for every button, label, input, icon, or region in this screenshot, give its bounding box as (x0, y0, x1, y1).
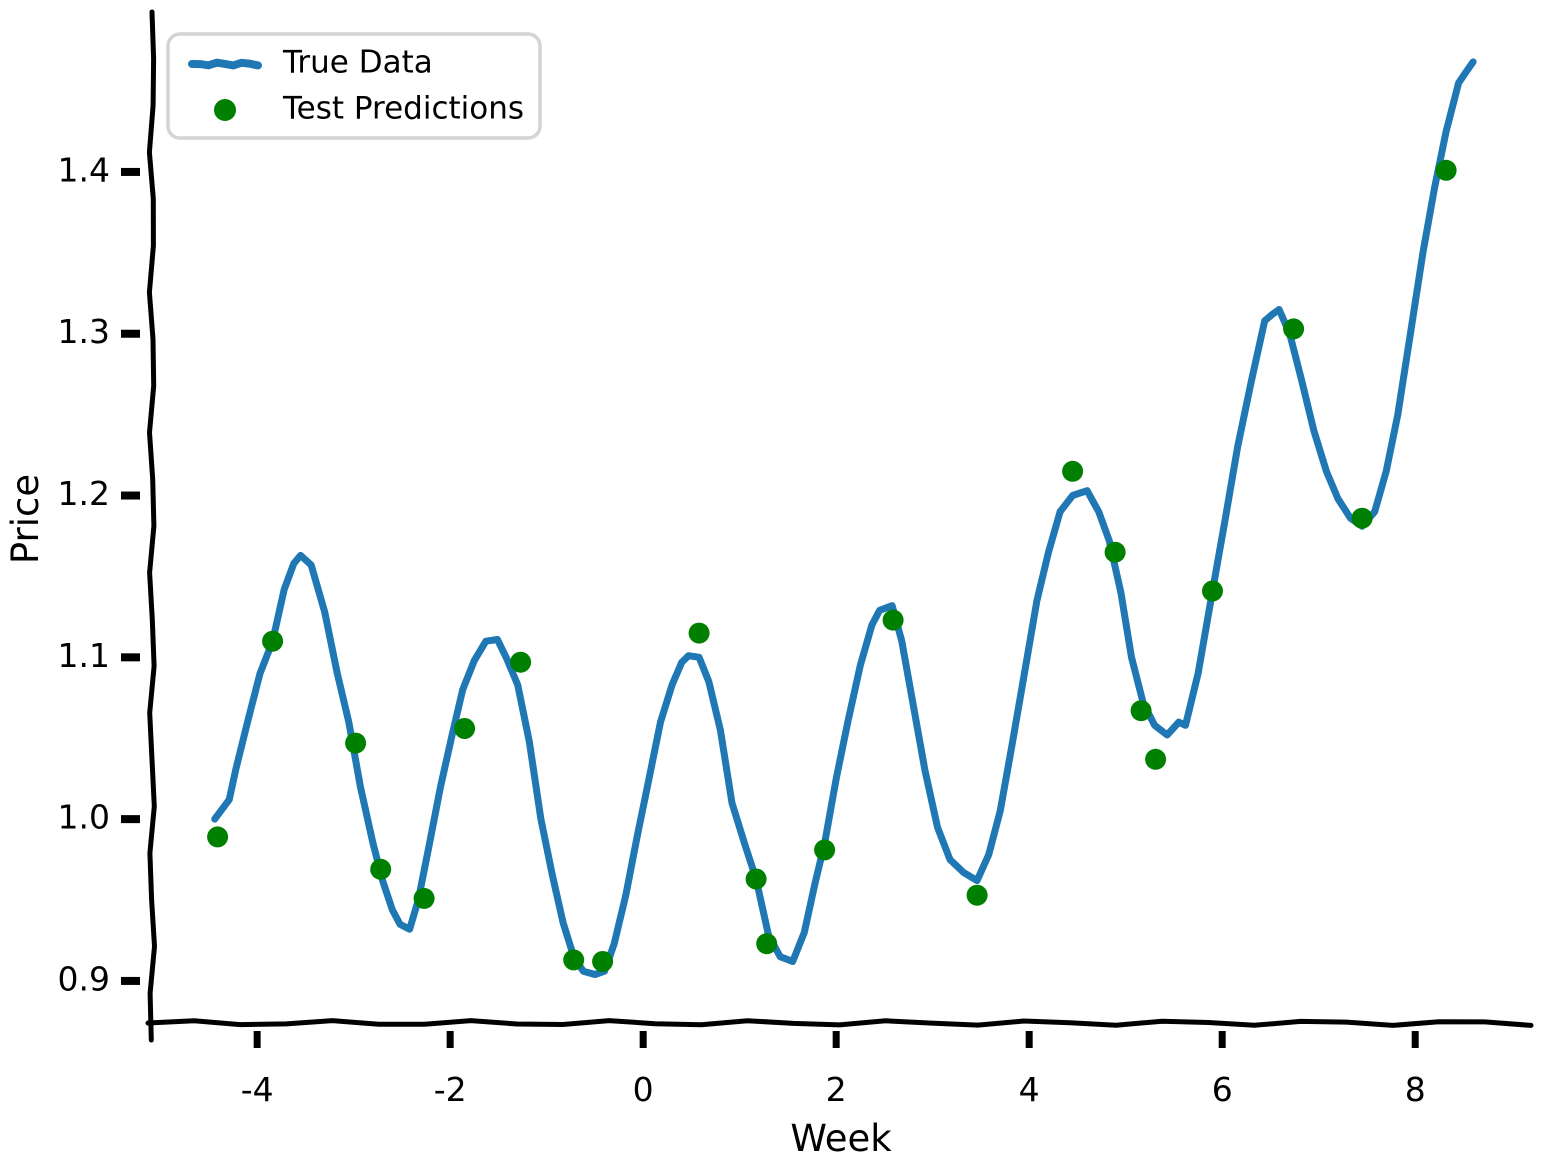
x-tick (832, 1031, 840, 1048)
x-axis-spine (145, 1018, 1534, 1028)
x-tick-label: -4 (241, 1070, 274, 1109)
prediction-point (592, 951, 614, 972)
prediction-point (345, 732, 367, 754)
prediction-point (207, 826, 229, 848)
prediction-point (413, 887, 435, 909)
prediction-point (745, 868, 767, 890)
y-tick (121, 976, 140, 985)
x-tick-label: -2 (434, 1070, 467, 1109)
prediction-point (966, 884, 988, 906)
x-tick-label: 4 (1019, 1070, 1040, 1109)
prediction-point (262, 630, 284, 652)
prediction-point (454, 718, 476, 739)
prediction-point (688, 622, 710, 644)
x-tick-label: 8 (1405, 1070, 1426, 1109)
y-tick (121, 329, 140, 338)
legend-label-true-data: True Data (282, 45, 433, 81)
prediction-point (1435, 159, 1457, 181)
prediction-point (510, 651, 532, 673)
legend-box (166, 32, 542, 140)
x-tick (446, 1031, 454, 1048)
legend-dot-sample (214, 99, 236, 121)
prediction-point (1130, 700, 1152, 722)
true-data-line (211, 58, 1477, 978)
x-tick (639, 1031, 647, 1048)
y-tick-label: 1.0 (58, 798, 110, 837)
prediction-point (1202, 580, 1223, 602)
y-axis-spine (146, 9, 158, 1043)
legend-line-sample (188, 58, 262, 70)
x-tick (1218, 1031, 1226, 1048)
y-axis-label: Price (4, 474, 47, 564)
y-tick-label: 1.3 (58, 312, 110, 351)
axis-ticks (121, 167, 1419, 1048)
prediction-point (814, 839, 836, 861)
data-series (207, 58, 1477, 978)
y-tick-label: 1.2 (58, 474, 110, 513)
prediction-point (1062, 460, 1084, 482)
y-tick (121, 653, 140, 662)
x-tick-label: 0 (633, 1070, 654, 1109)
axes-spines (145, 9, 1534, 1043)
y-tick (121, 167, 140, 176)
prediction-point (1351, 507, 1373, 529)
x-tick (1025, 1031, 1033, 1048)
prediction-point (1104, 541, 1126, 563)
y-tick (121, 815, 140, 824)
axis-labels: Week Price (4, 474, 892, 1155)
x-tick (1411, 1031, 1419, 1048)
x-tick-label: 6 (1212, 1070, 1233, 1109)
y-tick-label: 1.4 (58, 150, 110, 189)
x-axis-label: Week (790, 1117, 892, 1155)
prediction-point (563, 949, 585, 971)
legend: True Data Test Predictions (166, 32, 542, 140)
tick-labels: -4 -2 0 2 4 6 8 0.9 1.0 1.1 1.2 1.3 1.4 (58, 150, 1426, 1108)
prediction-point (370, 858, 392, 880)
y-tick (121, 491, 140, 500)
prediction-point (756, 933, 778, 955)
legend-label-test-predictions: Test Predictions (282, 91, 524, 127)
prediction-point (1283, 318, 1305, 340)
x-tick (253, 1031, 261, 1048)
prediction-point (1145, 748, 1167, 770)
x-tick-label: 2 (826, 1070, 847, 1109)
y-tick-label: 0.9 (58, 959, 110, 998)
prediction-point (882, 609, 904, 631)
y-tick-label: 1.1 (58, 636, 110, 675)
